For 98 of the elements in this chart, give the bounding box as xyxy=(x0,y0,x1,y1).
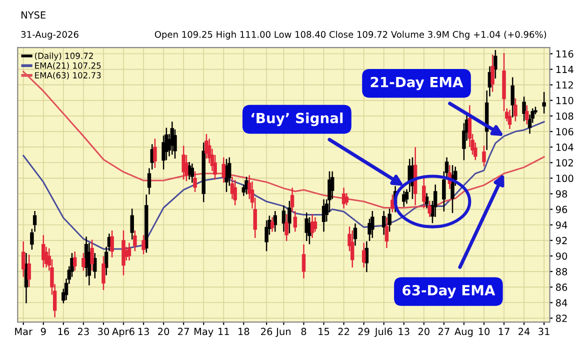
y-tick-label: 88 xyxy=(556,268,568,276)
x-tick-label: 17 xyxy=(498,328,510,336)
candlestick xyxy=(222,157,226,183)
candlestick xyxy=(153,138,157,168)
y-tick-label: 82 xyxy=(556,314,567,322)
candlestick xyxy=(482,146,486,166)
x-tick-label: 11 xyxy=(218,328,229,336)
chart-title: NYSE xyxy=(22,11,46,19)
x-tick-label: 27 xyxy=(438,328,450,336)
candlestick xyxy=(82,253,86,271)
x-tick-label: 13 xyxy=(138,328,149,336)
candlestick xyxy=(522,96,526,122)
candlestick xyxy=(182,146,186,180)
candlestick xyxy=(142,235,146,254)
x-tick-label: 10 xyxy=(478,328,490,336)
y-tick-label: 96 xyxy=(556,206,568,214)
candlestick xyxy=(514,98,518,122)
y-tick-label: 84 xyxy=(556,299,568,306)
x-tick-label: 31 xyxy=(538,328,550,336)
candlestick xyxy=(90,240,94,271)
x-tick-label: 13 xyxy=(398,328,410,336)
y-tick-label: 114 xyxy=(556,66,574,73)
y-tick-label: 86 xyxy=(556,284,568,291)
candlestick xyxy=(42,235,46,268)
x-tick-label: 26 xyxy=(261,328,272,336)
x-tick-label: 20 xyxy=(158,328,170,336)
y-tick-label: 94 xyxy=(556,221,568,229)
candlestick xyxy=(388,208,392,232)
x-tick-label: Jun xyxy=(276,328,290,337)
candlestick xyxy=(428,200,432,217)
legend-label: EMA(21) 107.25 xyxy=(35,62,101,70)
x-tick-label: 23 xyxy=(78,328,89,336)
x-tick-label: Apr6 xyxy=(112,328,134,338)
annotation: 63-Day EMA xyxy=(402,284,496,298)
x-tick-label: Aug xyxy=(454,328,473,338)
x-tick-label: 8 xyxy=(301,328,306,336)
candlestick xyxy=(542,92,546,114)
candlestick xyxy=(102,256,106,290)
y-tick-label: 110 xyxy=(556,96,574,104)
candlestick xyxy=(370,211,374,238)
candlestick xyxy=(490,54,494,92)
x-tick-label: 22 xyxy=(338,328,349,336)
candlestick xyxy=(73,251,77,271)
candlestick xyxy=(233,180,237,206)
text: Open 109.25 High 111.00 Low 108.40 Close 109.72 Volume 3.9M Chg +1.04 (+0.96%) xyxy=(154,30,546,40)
candlestick xyxy=(362,242,366,268)
y-tick-label: 100 xyxy=(556,174,574,182)
x-tick-label: 16 xyxy=(58,328,69,336)
candlestick xyxy=(127,242,132,260)
candlestick xyxy=(384,217,389,248)
x-tick-label: Jul6 xyxy=(374,328,392,337)
x-tick-label: May xyxy=(194,328,214,338)
candlestick xyxy=(304,212,308,242)
candlestick xyxy=(282,206,286,232)
candlestick xyxy=(494,50,498,78)
legend-label: (Daily) 109.72 xyxy=(35,52,93,61)
x-tick-label: 15 xyxy=(318,328,330,336)
candlestick xyxy=(270,217,274,232)
y-tick-label: 90 xyxy=(556,252,568,260)
candlestick xyxy=(525,105,529,124)
annotation: 21-Day EMA xyxy=(370,76,464,90)
candlestick xyxy=(353,223,358,246)
annotation: ‘Buy’ Signal xyxy=(252,112,343,126)
x-tick-label: Mar xyxy=(15,328,33,336)
candlestick xyxy=(508,110,512,130)
candlestick xyxy=(284,214,288,242)
x-tick-label: 27 xyxy=(178,328,189,336)
candlestick xyxy=(390,194,394,212)
candlestick xyxy=(93,253,97,278)
legend-label: EMA(63) 102.73 xyxy=(35,72,101,80)
candlestick xyxy=(130,208,134,240)
candlestick xyxy=(350,230,354,268)
x-tick-label: 24 xyxy=(518,328,530,336)
x-tick-label: 18 xyxy=(238,328,250,336)
y-tick-label: 104 xyxy=(556,144,574,151)
candlestick xyxy=(422,175,426,208)
x-tick-label: 29 xyxy=(358,328,370,336)
candlestick xyxy=(510,77,514,118)
y-tick-label: 116 xyxy=(556,50,574,58)
y-tick-label: 106 xyxy=(556,128,574,136)
y-tick-label: 92 xyxy=(556,236,567,244)
x-tick-label: 20 xyxy=(418,328,430,336)
y-tick-label: 102 xyxy=(556,159,573,166)
candlestick xyxy=(190,164,194,183)
y-tick-label: 112 xyxy=(556,81,573,89)
candlestick xyxy=(244,176,248,194)
x-tick-label: 9 xyxy=(40,328,46,336)
candlestick xyxy=(402,190,406,207)
candlestick xyxy=(133,230,137,252)
candlestick xyxy=(288,200,292,234)
x-tick-label: 30 xyxy=(98,328,110,336)
candlestick xyxy=(382,211,386,235)
y-tick-label: 98 xyxy=(556,190,568,198)
y-tick-label: 108 xyxy=(556,112,574,120)
candlestick xyxy=(302,244,306,278)
candlestick xyxy=(193,171,197,192)
candlestick xyxy=(110,230,114,258)
chart-subtitle: 31-Aug-2026 xyxy=(21,30,78,40)
